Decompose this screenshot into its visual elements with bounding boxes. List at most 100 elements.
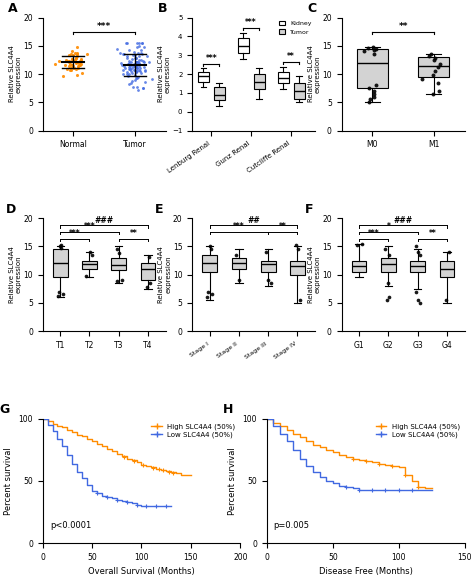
Point bbox=[122, 64, 129, 73]
Point bbox=[134, 58, 142, 67]
PathPatch shape bbox=[357, 49, 388, 88]
Point bbox=[209, 290, 216, 299]
Point bbox=[125, 57, 132, 66]
Point bbox=[65, 56, 73, 65]
Point bbox=[292, 241, 300, 250]
Point bbox=[69, 61, 76, 71]
Point bbox=[143, 501, 150, 510]
Point bbox=[66, 59, 73, 68]
Point bbox=[132, 57, 140, 67]
Text: G: G bbox=[0, 402, 9, 416]
Point bbox=[133, 64, 140, 73]
Point bbox=[56, 242, 64, 251]
Point bbox=[74, 61, 82, 71]
Point bbox=[125, 64, 132, 74]
Point bbox=[375, 459, 383, 468]
Point bbox=[356, 485, 363, 494]
PathPatch shape bbox=[290, 260, 305, 274]
Point bbox=[61, 60, 68, 69]
Point bbox=[130, 65, 137, 75]
Point bbox=[126, 64, 133, 74]
Point bbox=[140, 83, 147, 92]
Point bbox=[68, 60, 76, 69]
Point bbox=[70, 57, 78, 66]
PathPatch shape bbox=[381, 258, 396, 272]
Point bbox=[395, 485, 402, 494]
Point bbox=[140, 62, 147, 72]
Point bbox=[74, 63, 82, 72]
Point bbox=[434, 62, 441, 72]
Point bbox=[73, 48, 81, 58]
PathPatch shape bbox=[278, 72, 289, 84]
Point bbox=[368, 485, 376, 494]
X-axis label: Disease Free (Months): Disease Free (Months) bbox=[319, 568, 413, 576]
Point bbox=[115, 249, 123, 258]
Point bbox=[135, 51, 143, 61]
Point bbox=[59, 71, 67, 81]
Point bbox=[163, 501, 170, 510]
Point bbox=[69, 60, 76, 69]
Point bbox=[131, 70, 138, 79]
Point bbox=[71, 48, 79, 57]
PathPatch shape bbox=[53, 249, 67, 277]
Point bbox=[370, 45, 377, 54]
PathPatch shape bbox=[214, 87, 225, 100]
Point bbox=[370, 89, 378, 99]
Point bbox=[159, 465, 167, 475]
Point bbox=[132, 57, 140, 67]
Point bbox=[65, 50, 73, 60]
Point bbox=[77, 55, 85, 64]
Point bbox=[139, 57, 146, 66]
X-axis label: Overall Survival (Months): Overall Survival (Months) bbox=[88, 568, 195, 576]
Point bbox=[136, 63, 144, 72]
Point bbox=[116, 48, 124, 58]
Point bbox=[69, 50, 77, 59]
Point bbox=[263, 248, 270, 257]
Legend: High SLC4A4 (50%), Low SLC4A4 (50%): High SLC4A4 (50%), Low SLC4A4 (50%) bbox=[374, 422, 461, 439]
Point bbox=[148, 75, 156, 84]
Point bbox=[135, 85, 142, 95]
Text: p=0.005: p=0.005 bbox=[273, 521, 310, 530]
Point bbox=[72, 53, 80, 62]
Point bbox=[207, 245, 214, 254]
Point bbox=[68, 54, 75, 63]
Point bbox=[134, 43, 141, 52]
Point bbox=[120, 50, 128, 59]
Text: ***: *** bbox=[368, 229, 380, 238]
Point bbox=[125, 45, 133, 54]
Point bbox=[130, 60, 137, 69]
Point bbox=[264, 276, 272, 285]
Point bbox=[446, 248, 453, 257]
Point bbox=[73, 57, 81, 67]
Point bbox=[130, 456, 137, 465]
Point bbox=[296, 296, 304, 305]
Point bbox=[128, 77, 136, 86]
Text: **: ** bbox=[129, 229, 137, 238]
Text: **: ** bbox=[398, 22, 408, 31]
Legend: Kidney, Tumor: Kidney, Tumor bbox=[279, 20, 312, 34]
Point bbox=[73, 57, 81, 67]
Point bbox=[169, 468, 177, 477]
PathPatch shape bbox=[410, 260, 425, 272]
Point bbox=[51, 59, 59, 68]
Y-axis label: Percent survival: Percent survival bbox=[4, 447, 13, 515]
Point bbox=[430, 55, 438, 65]
Point bbox=[120, 61, 128, 71]
Point bbox=[66, 65, 74, 75]
Point bbox=[133, 64, 141, 73]
Point bbox=[137, 55, 145, 65]
Point bbox=[442, 296, 449, 305]
Point bbox=[73, 58, 80, 68]
Text: ###: ### bbox=[393, 215, 412, 225]
Point bbox=[125, 69, 132, 79]
Y-axis label: Percent survival: Percent survival bbox=[228, 447, 237, 515]
Point bbox=[76, 56, 84, 65]
Point bbox=[127, 57, 135, 67]
Point bbox=[132, 65, 139, 74]
Point bbox=[153, 501, 160, 510]
Point bbox=[68, 47, 75, 56]
Point bbox=[75, 60, 83, 69]
Text: ***: *** bbox=[233, 223, 245, 231]
Point bbox=[129, 50, 137, 60]
Point bbox=[62, 55, 70, 64]
